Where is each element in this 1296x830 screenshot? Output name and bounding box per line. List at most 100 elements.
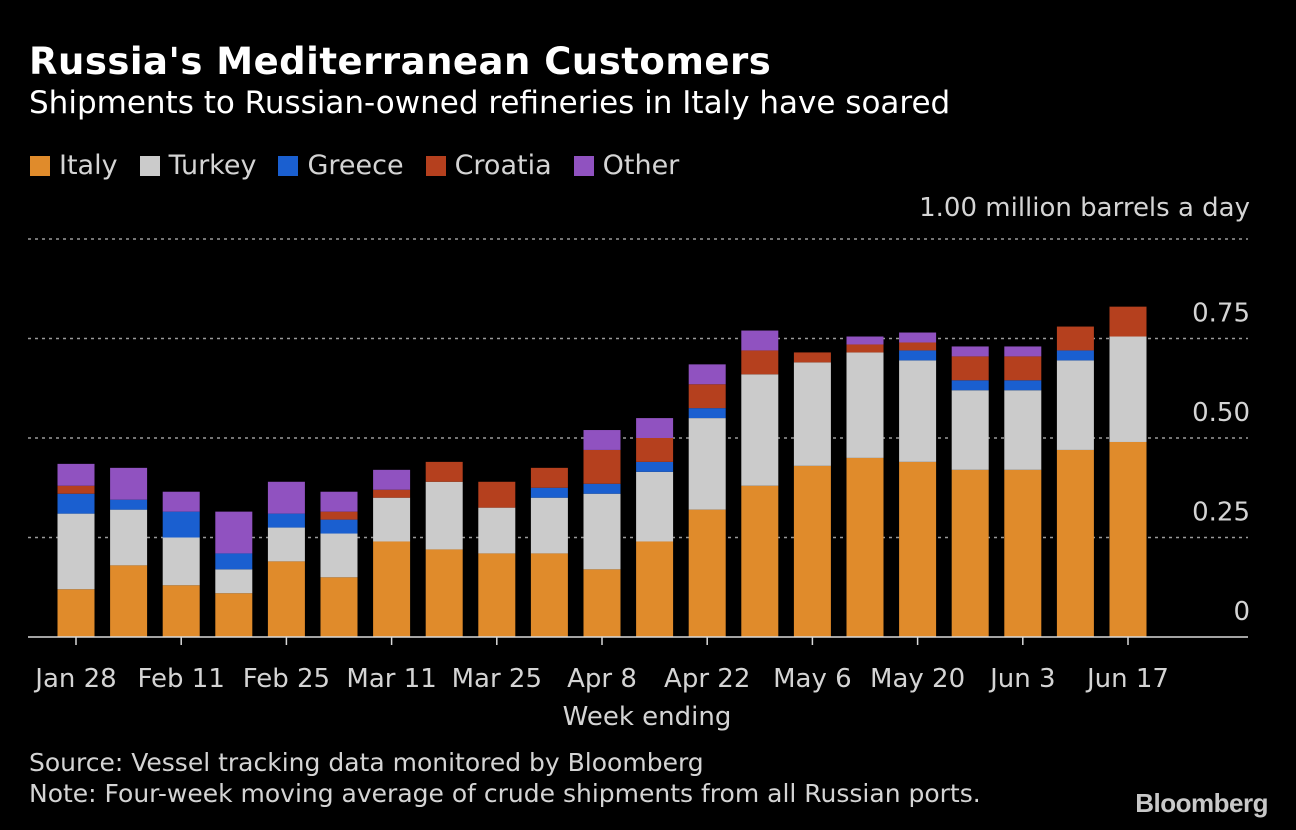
x-tick-label: Apr 22 <box>664 664 750 694</box>
bar-segment-croatia <box>478 481 516 508</box>
bar-segment-turkey <box>688 418 726 510</box>
legend-item-other: Other <box>573 150 680 181</box>
y-tick-label: 0 <box>1233 597 1250 627</box>
bar-segment-italy <box>162 585 200 637</box>
bar-segment-italy <box>846 457 884 637</box>
bar-segment-croatia <box>741 350 779 375</box>
x-tick-label: Jun 17 <box>1085 664 1169 694</box>
bar-segment-croatia <box>846 344 884 353</box>
bar-segment-italy <box>478 553 516 637</box>
bar-segment-croatia <box>583 449 621 484</box>
legend-label-croatia: Croatia <box>454 150 552 181</box>
bar-segment-greece <box>688 408 726 419</box>
bar-segment-greece <box>951 380 989 391</box>
legend-swatch-turkey <box>139 155 160 176</box>
chart-title: Russia's Mediterranean Customers <box>29 40 772 83</box>
bar-segment-greece <box>162 511 200 538</box>
bar-segment-turkey <box>57 513 95 590</box>
bar-segment-italy <box>215 593 253 637</box>
bar-segment-italy <box>1109 441 1147 637</box>
x-tick-label: Jan 28 <box>33 664 116 694</box>
bar-segment-turkey <box>478 507 516 554</box>
source-note: Source: Vessel tracking data monitored b… <box>29 748 704 777</box>
bar-segment-greece <box>57 493 95 514</box>
bar-segment-turkey <box>793 362 831 466</box>
bar-segment-turkey <box>320 533 358 578</box>
legend-swatch-other <box>573 155 594 176</box>
bar-segment-turkey <box>267 527 305 562</box>
bar-segment-croatia <box>1056 326 1094 351</box>
legend-swatch-croatia <box>425 155 446 176</box>
x-tick-label: May 20 <box>870 664 965 694</box>
bar-segment-other <box>162 491 200 512</box>
bar-segment-italy <box>793 465 831 637</box>
bar-segment-italy <box>530 553 568 637</box>
y-tick-label: 0.25 <box>1192 498 1250 528</box>
bar-segment-turkey <box>1056 360 1094 450</box>
bar-segment-turkey <box>110 509 148 566</box>
bar-segment-greece <box>636 461 674 472</box>
bar-segment-greece <box>1056 350 1094 361</box>
bar-segment-turkey <box>1004 390 1042 470</box>
bar-segment-other <box>899 332 937 343</box>
bar-segment-turkey <box>899 360 937 462</box>
bar-segment-other <box>688 364 726 385</box>
bar-segment-greece <box>899 350 937 361</box>
bar-segment-italy <box>57 589 95 637</box>
bar-segment-turkey <box>162 537 200 586</box>
bar-segment-turkey <box>373 497 411 542</box>
x-tick-label: Mar 11 <box>346 664 436 694</box>
bar-segment-other <box>57 463 95 486</box>
bloomberg-logo: Bloomberg <box>1135 788 1268 818</box>
legend-item-italy: Italy <box>30 150 118 181</box>
x-tick-label: Mar 25 <box>452 664 542 694</box>
bar-segment-croatia <box>320 511 358 520</box>
x-tick-label: Jun 3 <box>988 664 1055 694</box>
legend-swatch-italy <box>30 155 50 176</box>
bar-segment-turkey <box>636 471 674 542</box>
x-tick-label: Apr 8 <box>567 664 637 694</box>
bar-segment-italy <box>425 549 463 637</box>
bar-segment-other <box>741 330 779 351</box>
legend-label-turkey: Turkey <box>168 150 257 181</box>
bar-segment-other <box>583 430 621 450</box>
bar-segment-greece <box>215 553 253 570</box>
y-tick-label: 0.50 <box>1192 398 1250 428</box>
chart-subtitle: Shipments to Russian-owned refineries in… <box>29 85 951 121</box>
bar-segment-other <box>267 481 305 514</box>
bar-segment-other <box>373 469 411 490</box>
bar-segment-croatia <box>899 342 937 351</box>
bar-segment-turkey <box>425 481 463 550</box>
legend: Italy Turkey Greece Croatia Other <box>30 150 701 181</box>
stacked-bar-chart: Jan 28 Feb 11 Feb 25 Mar 11 Mar 25 Apr 8 Apr 2… <box>28 238 1250 732</box>
bar-segment-greece <box>320 519 358 534</box>
bar-segment-other <box>215 511 253 554</box>
bar-segment-greece <box>267 513 305 528</box>
bar-segment-croatia <box>530 467 568 488</box>
bar-segment-italy <box>373 541 411 637</box>
bar-segment-italy <box>636 541 674 637</box>
bar-segment-italy <box>1056 449 1094 637</box>
bar-segment-other <box>110 467 148 500</box>
bar-segment-greece <box>583 483 621 494</box>
legend-label-greece: Greece <box>307 150 404 181</box>
bar-segment-other <box>846 336 884 345</box>
bar-segment-croatia <box>688 384 726 409</box>
bar-segment-italy <box>110 565 148 637</box>
y-tick-label: 0.75 <box>1192 299 1250 329</box>
bar-segment-other <box>636 418 674 438</box>
bar-segment-other <box>1004 346 1042 357</box>
bar-segment-italy <box>267 561 305 637</box>
bar-segment-other <box>320 491 358 512</box>
bar-segment-italy <box>583 569 621 637</box>
bar-segment-turkey <box>951 390 989 470</box>
legend-swatch-greece <box>278 155 299 176</box>
bar-segment-croatia <box>57 485 95 494</box>
bar-segment-turkey <box>583 493 621 570</box>
legend-label-other: Other <box>602 150 680 181</box>
footnote: Note: Four-week moving average of crude … <box>29 779 981 808</box>
bar-segment-croatia <box>1109 306 1147 337</box>
x-axis-title: Week ending <box>563 702 732 732</box>
x-tick-label: May 6 <box>773 664 852 694</box>
bar-segment-turkey <box>846 352 884 458</box>
